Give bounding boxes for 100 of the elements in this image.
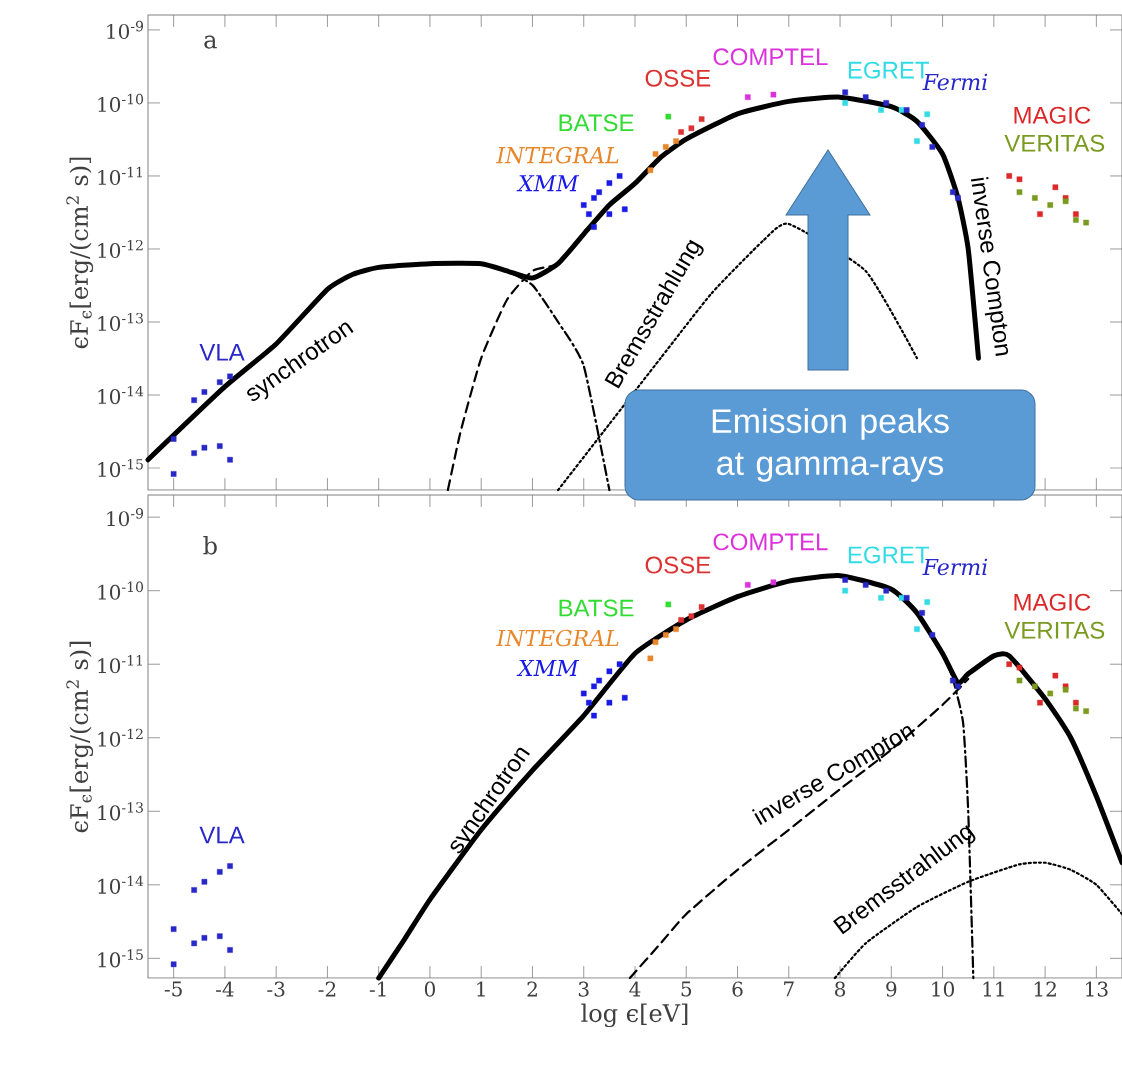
point <box>1006 173 1013 179</box>
point <box>955 683 961 690</box>
x-tick-label: 1 <box>477 981 485 997</box>
x-tick-label: -2 <box>318 981 336 997</box>
point <box>878 595 884 601</box>
series-label: COMPTEL <box>713 48 828 66</box>
point <box>1006 661 1013 668</box>
point <box>591 224 597 230</box>
point <box>744 582 751 588</box>
point <box>1032 195 1038 201</box>
point <box>914 626 920 632</box>
point <box>903 595 910 601</box>
point <box>955 195 961 201</box>
x-tick-label: 11 <box>983 981 1004 997</box>
point <box>914 138 920 144</box>
point <box>1016 176 1023 183</box>
text: inverse Compton <box>970 176 1009 356</box>
y-tick-label: 10$^{-13}$ <box>98 802 143 821</box>
x-tick-label: -5 <box>164 981 182 997</box>
point <box>191 450 197 456</box>
point <box>883 587 889 594</box>
point <box>227 947 233 953</box>
x-tick-label: -1 <box>369 981 386 997</box>
point <box>1037 699 1043 706</box>
point <box>216 443 223 449</box>
point <box>842 587 848 594</box>
series-label: INTEGRAL <box>496 146 619 164</box>
y-tick-label: 10$^{-15}$ <box>98 949 143 968</box>
point <box>170 436 177 442</box>
text: b <box>203 535 217 555</box>
point <box>216 869 223 875</box>
point <box>606 699 613 706</box>
point <box>652 151 659 157</box>
point <box>842 89 848 96</box>
point <box>665 601 672 608</box>
point <box>227 456 233 463</box>
point <box>842 577 848 583</box>
series-label: VLA <box>199 826 245 844</box>
point <box>924 599 931 605</box>
text: MAGIC <box>1014 106 1091 124</box>
point <box>170 926 177 932</box>
point <box>688 613 695 619</box>
point <box>652 639 659 645</box>
series-label: BATSE <box>559 599 634 617</box>
point <box>862 582 869 588</box>
point <box>1073 217 1079 223</box>
point <box>1016 664 1023 671</box>
point <box>662 144 669 150</box>
point <box>1073 211 1079 217</box>
point <box>591 712 597 719</box>
point <box>1052 184 1059 191</box>
series-label: VLA <box>199 344 245 361</box>
series-label: VERITAS <box>1004 621 1105 639</box>
series-label: BATSE <box>559 114 634 132</box>
point <box>216 933 223 940</box>
y-tick-label: 10$^{-12}$ <box>98 728 143 747</box>
x-tick-label: 7 <box>784 981 794 997</box>
point <box>1052 672 1059 679</box>
point <box>606 211 613 217</box>
point <box>580 202 587 208</box>
point <box>1073 705 1079 712</box>
point <box>591 195 597 201</box>
point <box>919 610 925 616</box>
point <box>227 373 233 380</box>
point <box>201 878 208 885</box>
point <box>898 595 905 601</box>
x-tick-label: 12 <box>1034 981 1056 997</box>
point <box>665 113 672 120</box>
point <box>698 116 705 122</box>
point <box>580 690 587 697</box>
point <box>1047 202 1054 208</box>
point <box>201 935 208 941</box>
series-label: INTEGRAL <box>496 629 619 647</box>
point <box>596 677 602 684</box>
point <box>898 107 905 113</box>
y-tick-label: 10$^{-10}$ <box>98 93 144 113</box>
point <box>1083 708 1089 714</box>
y-axis-title: ϵF$_{ϵ}$[erg/(cm$^{2}$ s)] <box>66 157 94 349</box>
series-label: VERITAS <box>1004 134 1105 152</box>
x-axis-title: log ϵ[eV] <box>581 1003 688 1028</box>
x-tick-label: 8 <box>835 981 846 997</box>
point <box>842 100 848 106</box>
x-tick-label: 5 <box>681 981 692 997</box>
point <box>862 94 869 100</box>
point <box>606 668 613 675</box>
point <box>591 683 597 690</box>
y-tick-label: 10$^{-15}$ <box>98 458 143 478</box>
x-tick-label: 3 <box>578 981 589 997</box>
x-tick-label: 10 <box>932 981 954 997</box>
point <box>616 661 623 668</box>
point <box>929 144 936 150</box>
x-tick-label: 13 <box>1086 981 1108 997</box>
point <box>596 189 602 195</box>
point <box>586 699 592 706</box>
point <box>1062 198 1069 205</box>
point <box>191 887 197 893</box>
x-tick-label: -3 <box>267 981 285 997</box>
point <box>170 961 177 968</box>
series-label: OSSE <box>645 69 711 87</box>
point <box>688 125 695 132</box>
